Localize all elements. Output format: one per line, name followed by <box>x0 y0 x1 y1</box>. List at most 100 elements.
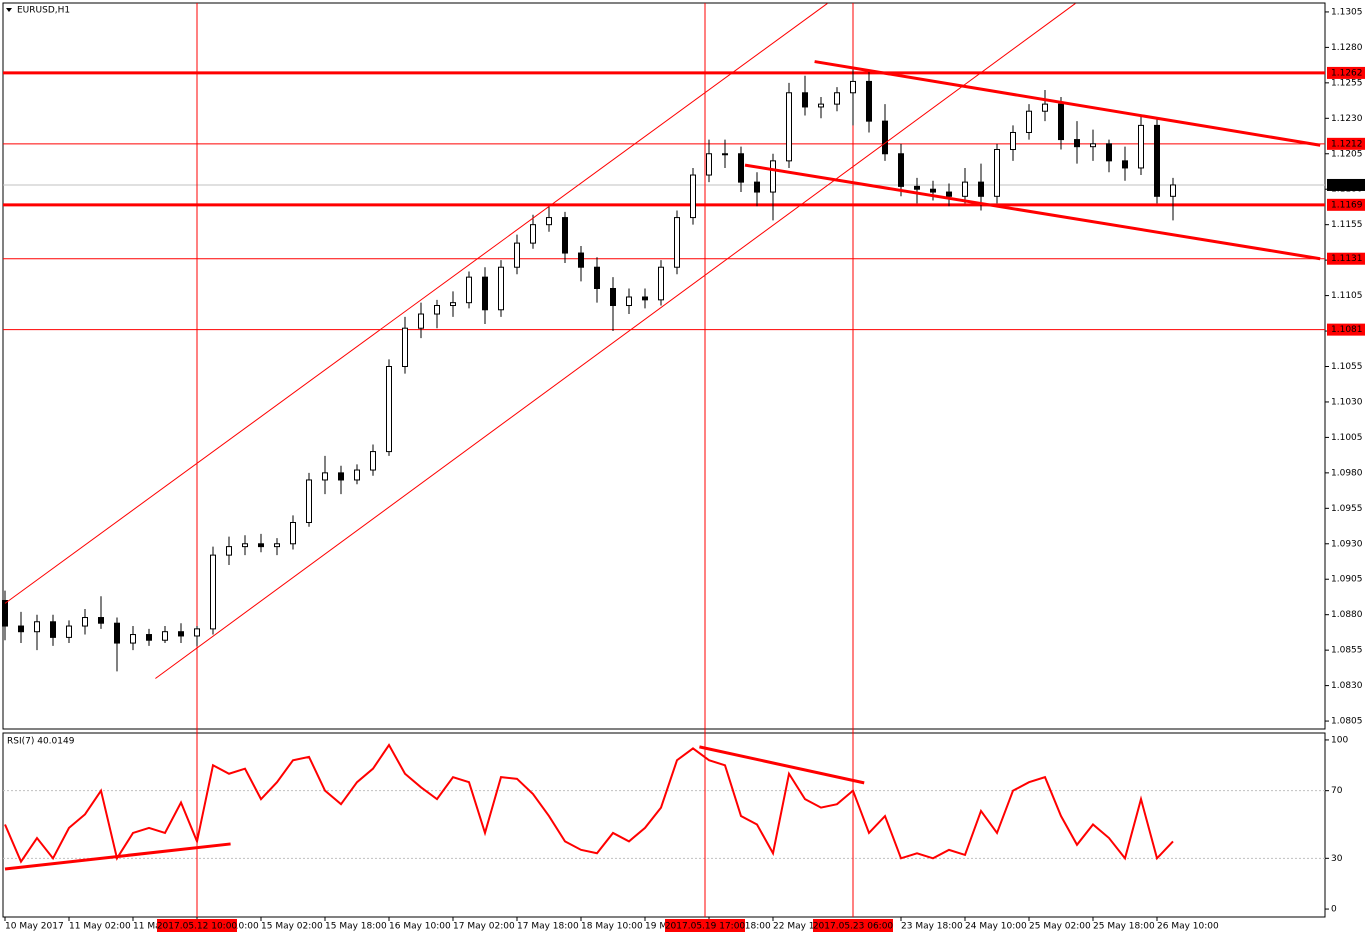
candle-body <box>834 92 840 105</box>
candle-body <box>210 554 216 630</box>
candle-body <box>146 634 152 641</box>
x-tick-label: 15 May 18:00 <box>325 922 387 932</box>
trend-line <box>744 163 1321 261</box>
candle-body <box>482 276 488 311</box>
candle-body <box>2 600 8 627</box>
candle-body <box>498 266 504 311</box>
y-tick-label: 1.1205 <box>1331 149 1363 159</box>
candle-body <box>98 617 104 624</box>
candle-body <box>258 543 264 548</box>
candle-body <box>1106 143 1112 162</box>
candle-body <box>50 621 56 638</box>
candle-body <box>370 451 376 471</box>
rsi-line <box>4 743 1174 864</box>
y-tick-label: 1.0855 <box>1331 646 1363 656</box>
x-tick-label: 11 May 02:00 <box>69 922 131 932</box>
candle-body <box>274 543 280 548</box>
candle-body <box>962 181 968 197</box>
candle-body <box>178 631 184 637</box>
candle-body <box>802 92 808 108</box>
trend-line <box>4 842 231 871</box>
candle-body <box>1170 184 1176 197</box>
x-tick-label: 17 May 18:00 <box>517 922 579 932</box>
candle-body <box>82 617 88 627</box>
price-box <box>1327 198 1365 211</box>
candle-body <box>114 622 120 644</box>
candle-body <box>594 266 600 289</box>
candle-body <box>1042 103 1048 112</box>
price-box-label: 1.1262 <box>1331 68 1363 78</box>
rsi-title: RSI(7) 40.0149 <box>7 737 75 747</box>
y-tick-label: 1.0805 <box>1331 717 1363 727</box>
rsi-panel <box>2 732 1326 918</box>
candle-body <box>514 242 520 268</box>
trend-line <box>699 745 865 785</box>
candle-body <box>562 217 568 254</box>
candle-body <box>642 296 648 301</box>
candle-body <box>978 181 984 197</box>
time-box-label: 2017.05.12 10:00 <box>157 922 238 932</box>
y-tick-label: 1.0980 <box>1331 468 1363 478</box>
candle-body <box>530 224 536 244</box>
candle-body <box>866 80 872 122</box>
candle-body <box>1090 143 1096 148</box>
price-box <box>1327 178 1365 191</box>
y-tick-label: 1.0930 <box>1331 539 1363 549</box>
candle-body <box>418 313 424 329</box>
candle-body <box>338 472 344 481</box>
x-tick-label: 24 May 10:00 <box>965 922 1027 932</box>
candle-body <box>162 631 168 641</box>
candle-body <box>994 149 1000 197</box>
time-box-label: 2017.05.19 17:00 <box>665 922 746 932</box>
candle-body <box>434 305 440 315</box>
candle-body <box>18 625 24 633</box>
candle-body <box>770 160 776 193</box>
candle-body <box>226 546 232 556</box>
x-tick-label: 22 May 10:00 <box>773 922 835 932</box>
candle-body <box>450 302 456 307</box>
trend-line <box>155 3 1076 679</box>
y-tick-label: 70 <box>1331 786 1343 796</box>
symbol-title: EURUSD,H1 <box>17 6 70 16</box>
menu-triangle[interactable] <box>6 8 12 12</box>
x-tick-label: 10 May 2017 <box>5 922 64 932</box>
y-tick-label: 0 <box>1331 905 1337 915</box>
y-tick-label: 1.1305 <box>1331 7 1363 17</box>
time-box <box>665 919 745 932</box>
candle-body <box>1026 110 1032 133</box>
time-box-label: 2017.05.23 06:00 <box>813 922 894 932</box>
candle-body <box>722 153 728 156</box>
candle-body <box>946 191 952 197</box>
candle-body <box>1122 160 1128 169</box>
y-tick-label: 1.1055 <box>1331 362 1363 372</box>
candle-body <box>786 92 792 162</box>
x-tick-label: 17 May 02:00 <box>453 922 515 932</box>
y-tick-label: 1.1005 <box>1331 433 1363 443</box>
candle-body <box>1138 124 1144 169</box>
candle-body <box>706 153 712 176</box>
y-tick-label: 1.1255 <box>1331 78 1363 88</box>
candle-body <box>1154 124 1160 197</box>
candle-body <box>610 287 616 307</box>
trend-line <box>4 3 828 604</box>
price-box <box>1327 137 1365 150</box>
candle-body <box>322 472 328 481</box>
candle-body <box>466 276 472 304</box>
candle-body <box>1010 131 1016 151</box>
time-box <box>157 919 237 932</box>
candle-body <box>290 522 296 545</box>
y-tick-label: 1.0880 <box>1331 610 1363 620</box>
candle-body <box>690 174 696 219</box>
candle-body <box>306 479 312 524</box>
price-box-label: 1.1131 <box>1331 254 1363 264</box>
price-box <box>1327 66 1365 79</box>
candle-body <box>66 625 72 638</box>
candle-body <box>1058 103 1064 141</box>
y-tick-label: 1.0830 <box>1331 681 1363 691</box>
candle-body <box>386 365 392 453</box>
price-box-label: 1.1183 <box>1331 180 1363 190</box>
y-tick-label: 1.1230 <box>1331 114 1363 124</box>
x-tick-label: 16 May 10:00 <box>389 922 451 932</box>
x-tick-label: 18 May 10:00 <box>581 922 643 932</box>
